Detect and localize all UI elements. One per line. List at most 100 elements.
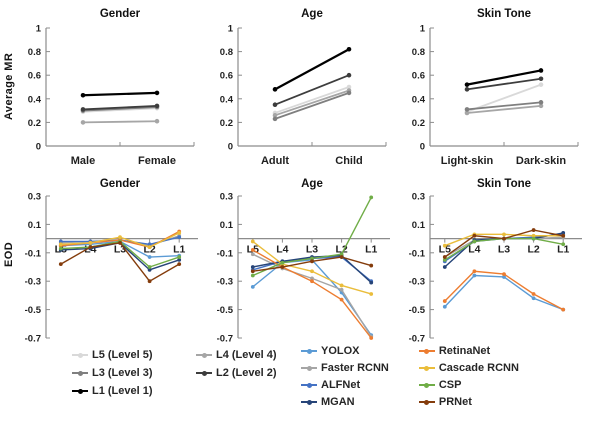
chart-eod-skin: 0.3 0.1 -0.1 -0.3 -0.5 -0.7 L5 L4 L3 L2 L1 (409, 192, 582, 342)
svg-text:0.6: 0.6 (220, 71, 233, 82)
legend-line-marker-icon (418, 365, 435, 371)
legend-line-marker-icon (196, 352, 212, 358)
axes: 1 0.8 0.6 0.4 0.2 0 Adult Child (220, 24, 387, 167)
chart-title-eod-skin: Skin Tone (476, 178, 532, 190)
svg-text:0.8: 0.8 (220, 47, 233, 58)
chart-mr-gender: 1 0.8 0.6 0.4 0.2 0 Male Female (28, 24, 195, 167)
legend-item-faster-rcnn: Faster RCNN (301, 361, 389, 375)
series-l2 (464, 76, 544, 92)
series-cascade-rcnn (250, 239, 374, 296)
svg-text:L2: L2 (527, 244, 539, 256)
legend-label: L1 (Level 1) (92, 385, 153, 397)
legend-line-marker-icon (301, 382, 317, 388)
series-cascade-rcnn (58, 231, 182, 250)
svg-text:-0.3: -0.3 (409, 277, 425, 288)
svg-text:0.3: 0.3 (28, 192, 41, 203)
svg-text:0.4: 0.4 (412, 94, 426, 105)
svg-text:0.3: 0.3 (412, 192, 425, 203)
svg-text:0: 0 (420, 142, 425, 153)
average-mr-chart-row: Gender 1 0.8 0.6 0.4 0.2 0 Male Female Age 1 0.8… (12, 6, 588, 172)
series-l2 (272, 72, 352, 107)
chart-title-mr-gender: Gender (99, 8, 141, 20)
svg-text:L2: L2 (335, 244, 347, 256)
legend-line-marker-icon (72, 352, 88, 358)
svg-text:0.1: 0.1 (412, 220, 426, 231)
svg-text:-0.3: -0.3 (25, 277, 41, 288)
legend-item-yolox: YOLOX (301, 344, 389, 358)
svg-text:-0.5: -0.5 (409, 305, 426, 316)
series-l3 (272, 90, 352, 122)
svg-text:0.8: 0.8 (412, 47, 425, 58)
svg-text:-0.1: -0.1 (25, 248, 42, 259)
svg-text:0.3: 0.3 (220, 192, 233, 203)
svg-text:L1: L1 (557, 244, 569, 256)
legend-item-csp: CSP (418, 378, 519, 392)
legend-label: CSP (438, 379, 462, 391)
chart-panel-eod-skin: Skin Tone 0.3 0.1 -0.1 -0.3 -0.5 -0.7 L5 L4 L3 L2… (396, 176, 588, 342)
series-prnet (442, 228, 566, 259)
legend-item-cascade-rcnn: Cascade RCNN (418, 361, 519, 375)
chart-title-eod-gender: Gender (99, 178, 141, 190)
svg-text:Adult: Adult (261, 155, 289, 167)
models-legend: YOLOX Faster RCNN ALFNet MGAN RetinaNet Casca… (301, 344, 519, 409)
svg-text:-0.3: -0.3 (217, 277, 233, 288)
series-l3 (464, 100, 544, 112)
legend-label: YOLOX (321, 345, 360, 357)
svg-text:Male: Male (71, 155, 95, 167)
svg-text:-0.5: -0.5 (217, 305, 234, 316)
legend-item-l1-level-1-: L1 (Level 1) (72, 384, 174, 398)
svg-text:L3: L3 (498, 244, 510, 256)
legend-line-marker-icon (418, 399, 435, 405)
legend-item-mgan: MGAN (301, 395, 389, 409)
legend-item-alfnet: ALFNet (301, 378, 389, 392)
legend-label: PRNet (438, 396, 472, 408)
legend-line-marker-icon (196, 370, 212, 376)
legend-item-l3-level-3-: L3 (Level 3) (72, 366, 174, 380)
svg-text:0.2: 0.2 (220, 118, 233, 129)
svg-text:0.4: 0.4 (220, 94, 234, 105)
legend-item-prnet: PRNet (418, 395, 519, 409)
svg-text:Female: Female (138, 155, 176, 167)
chart-title-mr-age: Age (301, 8, 323, 20)
svg-text:1: 1 (228, 24, 234, 35)
svg-text:0: 0 (36, 142, 41, 153)
legend-line-marker-icon (72, 370, 88, 376)
chart-panel-mr-age: Age 1 0.8 0.6 0.4 0.2 0 Adult Child (204, 6, 396, 172)
chart-title-eod-age: Age (301, 178, 323, 190)
legend-line-marker-icon (301, 348, 317, 354)
svg-text:0.6: 0.6 (28, 71, 41, 82)
svg-text:Child: Child (335, 155, 363, 167)
series-prnet (250, 255, 374, 274)
legend-line-marker-icon (72, 388, 88, 394)
svg-text:Light-skin: Light-skin (441, 155, 494, 167)
legend-item-l5-level-5-: L5 (Level 5) (72, 348, 174, 362)
svg-text:L1: L1 (365, 244, 377, 256)
legend-label: MGAN (321, 396, 355, 408)
svg-text:0.1: 0.1 (28, 220, 42, 231)
chart-panel-mr-gender: Gender 1 0.8 0.6 0.4 0.2 0 Male Female (12, 6, 204, 172)
series-l4 (464, 103, 544, 116)
chart-mr-skin: 1 0.8 0.6 0.4 0.2 0 Light-skin Dark-skin (412, 24, 579, 167)
chart-title-mr-skin: Skin Tone (476, 8, 532, 20)
svg-text:0.8: 0.8 (28, 47, 41, 58)
legend-line-marker-icon (418, 348, 435, 354)
legend-label: Faster RCNN (321, 362, 389, 374)
legend-label: ALFNet (321, 379, 361, 391)
svg-text:-0.7: -0.7 (25, 334, 41, 343)
legend-line-marker-icon (418, 382, 435, 388)
svg-text:Dark-skin: Dark-skin (516, 155, 566, 167)
legend-label: RetinaNet (438, 345, 491, 357)
axes: 1 0.8 0.6 0.4 0.2 0 Light-skin Dark-skin (412, 24, 579, 167)
svg-text:-0.1: -0.1 (409, 248, 426, 259)
legend-label: L4 (Level 4) (216, 349, 277, 361)
series-l1 (272, 46, 352, 92)
series-l1 (80, 90, 160, 98)
svg-text:L4: L4 (276, 244, 288, 256)
chart-mr-age: 1 0.8 0.6 0.4 0.2 0 Adult Child (220, 24, 387, 167)
svg-text:0.4: 0.4 (28, 94, 42, 105)
